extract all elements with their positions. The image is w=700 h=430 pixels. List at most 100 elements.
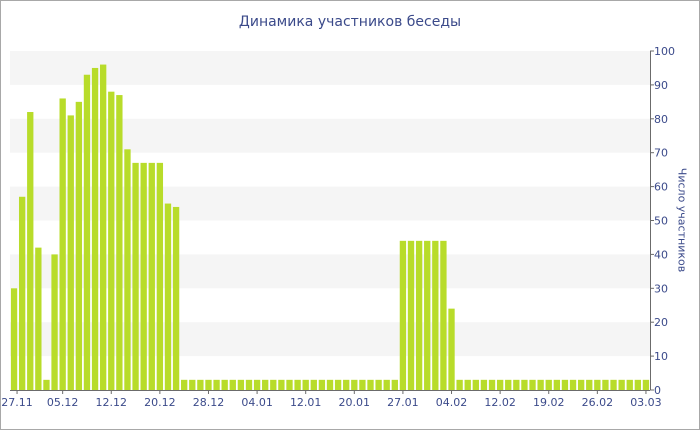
bar — [132, 162, 139, 390]
bar — [529, 379, 536, 390]
x-tick-label: 12.12 — [96, 396, 128, 409]
x-tick-label: 05.12 — [47, 396, 79, 409]
bar — [148, 162, 155, 390]
bar — [245, 379, 253, 390]
axes — [10, 50, 654, 394]
bar — [205, 379, 212, 390]
bar — [262, 379, 269, 390]
bar — [35, 247, 42, 390]
bar — [197, 379, 204, 390]
bar — [334, 379, 342, 390]
y-tick-label: 20 — [654, 316, 668, 329]
bar — [10, 288, 18, 390]
bar — [383, 379, 390, 390]
y-tick-label: 0 — [654, 384, 661, 397]
bar — [43, 379, 50, 390]
bar — [375, 379, 382, 390]
bar — [480, 379, 488, 390]
bar — [286, 379, 293, 390]
bar — [124, 149, 131, 390]
bar — [505, 379, 512, 390]
bar — [270, 379, 277, 390]
chart-title: Динамика участников беседы — [238, 14, 462, 30]
bar — [164, 203, 172, 390]
bar — [440, 240, 447, 390]
y-tick-labels: 0 10 20 30 40 50 60 70 80 90 100 — [654, 45, 675, 397]
x-tick-labels: 27.11 05.12 12.12 20.12 28.12 04.01 12.01 20.01… — [1, 396, 661, 409]
bar — [237, 379, 245, 390]
bar — [602, 379, 609, 390]
bar — [27, 112, 34, 391]
bar — [83, 74, 91, 390]
bar — [626, 379, 633, 390]
bar — [100, 64, 107, 390]
bar — [407, 240, 415, 390]
bar — [221, 379, 228, 390]
bar — [310, 379, 317, 390]
bar — [488, 379, 496, 390]
bar — [326, 379, 334, 390]
y-tick-label: 80 — [654, 113, 668, 126]
x-tick-label: 28.12 — [193, 396, 225, 409]
x-tick-label: 26.02 — [582, 396, 614, 409]
bar — [399, 240, 407, 390]
bar — [569, 379, 577, 390]
bar — [496, 379, 504, 390]
bar — [229, 379, 236, 390]
bar — [108, 91, 115, 391]
y-tick-label: 50 — [654, 215, 668, 228]
x-tick-label: 04.01 — [241, 396, 273, 409]
bar — [521, 379, 528, 390]
bar — [464, 379, 471, 390]
x-tick-label: 03.03 — [630, 396, 662, 409]
y-tick-label: 40 — [654, 248, 668, 261]
bar — [586, 379, 593, 390]
bar — [294, 379, 301, 390]
bar — [278, 379, 285, 390]
bar — [472, 379, 479, 390]
bar — [172, 206, 180, 390]
x-tick-label: 20.01 — [339, 396, 371, 409]
bar — [156, 162, 164, 390]
y-tick-label: 30 — [654, 282, 668, 295]
bar — [537, 379, 544, 390]
bar — [561, 379, 569, 390]
bar — [189, 379, 196, 390]
bar — [634, 379, 642, 390]
bar — [18, 196, 26, 390]
bar — [318, 379, 326, 390]
bar — [253, 379, 261, 390]
bar — [343, 379, 350, 390]
x-tick-label: 27.11 — [1, 396, 33, 409]
bars — [10, 64, 650, 391]
x-tick-label: 20.12 — [144, 396, 176, 409]
bar — [577, 379, 585, 390]
y-tick-label: 10 — [654, 350, 668, 363]
y-tick-label: 90 — [654, 79, 668, 92]
bar — [75, 101, 83, 390]
bar — [456, 379, 463, 390]
bar — [181, 379, 188, 390]
bar — [553, 379, 560, 390]
bar — [513, 379, 520, 390]
bar — [59, 98, 66, 391]
y-tick-label: 70 — [654, 147, 668, 160]
bar — [67, 115, 74, 390]
y-tick-label: 100 — [654, 45, 675, 58]
bar — [618, 379, 625, 390]
bar — [51, 254, 58, 390]
bar — [391, 379, 398, 390]
x-tick-label: 12.02 — [484, 396, 516, 409]
bar — [424, 240, 431, 390]
bar — [213, 379, 220, 390]
bar — [116, 95, 123, 390]
bar — [351, 379, 358, 390]
grid-band — [10, 51, 650, 85]
x-tick-label: 04.02 — [436, 396, 468, 409]
bar — [448, 308, 455, 390]
y-tick-label: 60 — [654, 181, 668, 194]
bar — [359, 379, 366, 390]
bar — [610, 379, 617, 390]
bar — [415, 240, 423, 390]
